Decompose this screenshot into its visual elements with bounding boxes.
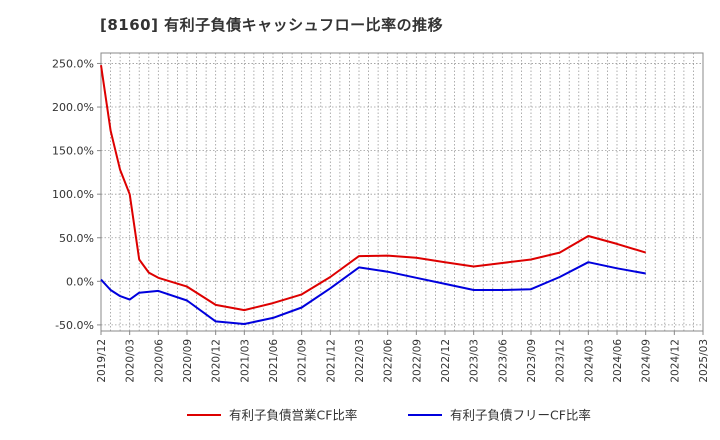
y-tick-label: 50.0% <box>59 232 94 245</box>
x-tick-label: 2022/06 <box>383 339 395 383</box>
x-tick-label: 2019/12 <box>96 339 108 383</box>
x-tick-label: 2021/12 <box>325 339 337 383</box>
legend: 有利子負債営業CF比率 有利子負債フリーCF比率 <box>187 408 591 423</box>
x-tick-label: 2020/03 <box>125 339 137 383</box>
x-tick-label: 2024/09 <box>641 339 653 383</box>
x-tick-label: 2020/12 <box>211 339 223 383</box>
y-tick-label: 250.0% <box>52 57 94 70</box>
series-lines <box>100 65 646 325</box>
x-tick-label: 2023/06 <box>497 339 509 383</box>
x-tick-label: 2021/09 <box>297 339 309 383</box>
x-tick-label: 2023/03 <box>469 339 481 383</box>
chart-title: [8160] 有利子負債キャッシュフロー比率の推移 <box>100 16 444 34</box>
y-axis-ticks: 250.0% 200.0% 150.0% 100.0% 50.0% 0.0% -50.0% <box>52 57 101 332</box>
y-tick-label: -50.0% <box>55 319 94 332</box>
legend-label-2: 有利子負債フリーCF比率 <box>450 408 591 423</box>
series-line-1 <box>100 65 646 312</box>
series-line-2 <box>100 261 646 325</box>
x-tick-label: 2022/12 <box>440 339 452 383</box>
x-axis-ticks: 2019/12 2020/03 2020/06 2020/09 2020/12 2021/… <box>96 331 710 383</box>
x-tick-label: 2021/06 <box>268 339 280 383</box>
x-tick-label: 2023/09 <box>526 339 538 383</box>
plot-frame <box>100 52 704 332</box>
x-tick-label: 2020/06 <box>153 339 165 383</box>
y-tick-label: 0.0% <box>66 275 94 288</box>
x-tick-label: 2025/03 <box>698 339 710 383</box>
x-tick-label: 2020/09 <box>182 339 194 383</box>
x-tick-label: 2022/09 <box>411 339 423 383</box>
x-tick-label: 2021/03 <box>239 339 251 383</box>
x-tick-label: 2023/12 <box>555 339 567 383</box>
y-tick-label: 100.0% <box>52 188 94 201</box>
y-tick-label: 150.0% <box>52 145 94 158</box>
legend-label-1: 有利子負債営業CF比率 <box>229 408 357 423</box>
y-tick-label: 200.0% <box>52 101 94 114</box>
x-tick-label: 2024/12 <box>669 339 681 383</box>
grid <box>101 53 703 331</box>
x-tick-label: 2024/06 <box>612 339 624 383</box>
x-tick-label: 2022/03 <box>354 339 366 383</box>
x-tick-label: 2024/03 <box>583 339 595 383</box>
